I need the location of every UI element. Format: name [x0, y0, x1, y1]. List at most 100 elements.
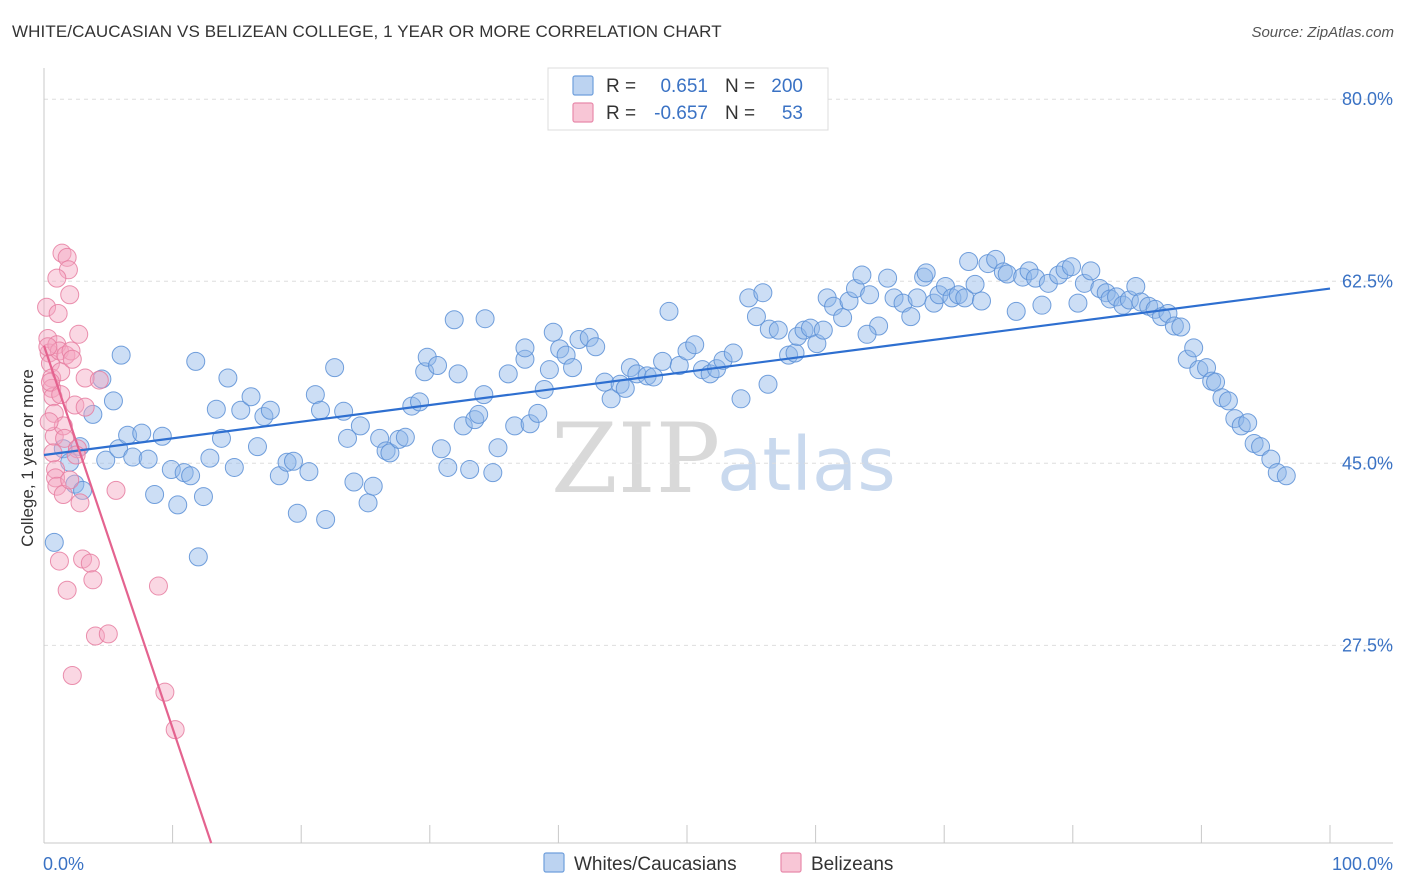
watermark-zip: ZIP	[551, 403, 720, 515]
series-legend: Whites/Caucasians Belizeans	[543, 852, 893, 875]
point-whites	[515, 349, 535, 369]
point-belizeans	[70, 493, 90, 513]
point-whites	[1218, 391, 1238, 411]
point-whites	[453, 416, 473, 436]
point-whites	[839, 291, 859, 311]
y-tick-label: 80.0%	[1342, 89, 1393, 109]
point-whites	[206, 399, 226, 419]
bottom-legend-label-belizeans: Belizeans	[811, 854, 893, 875]
point-whites	[188, 547, 208, 567]
point-belizeans	[46, 460, 66, 480]
point-whites	[813, 320, 833, 340]
watermark: ZIP atlas	[551, 403, 896, 515]
point-whites	[1019, 261, 1039, 281]
point-whites	[860, 285, 880, 305]
point-whites	[1006, 301, 1026, 321]
legend-swatch-whites	[572, 75, 594, 96]
point-belizeans	[47, 268, 67, 288]
point-whites	[520, 414, 540, 434]
point-whites	[515, 338, 535, 358]
source-credit: Source: ZipAtlas.com	[1251, 24, 1394, 41]
point-whites	[753, 283, 773, 303]
point-whites	[287, 503, 307, 523]
point-whites	[350, 416, 370, 436]
point-whites	[1062, 257, 1082, 277]
point-whites	[380, 443, 400, 463]
point-whites	[528, 403, 548, 423]
point-whites	[884, 288, 904, 308]
point-whites	[337, 428, 357, 448]
point-whites	[363, 476, 383, 496]
point-whites	[111, 345, 131, 365]
x-tick-label-min: 0.0%	[43, 854, 84, 874]
point-whites	[181, 466, 201, 486]
point-whites	[659, 301, 679, 321]
point-whites	[123, 447, 143, 467]
point-belizeans	[39, 412, 59, 432]
point-belizeans	[69, 324, 89, 344]
point-belizeans	[60, 470, 80, 490]
point-whites	[168, 495, 188, 515]
legend-r-label-whites: R =	[606, 76, 636, 97]
point-whites	[556, 345, 576, 365]
point-whites	[713, 350, 733, 370]
x-ticks	[172, 825, 1331, 843]
point-belizeans	[83, 570, 103, 590]
y-tick-label: 62.5%	[1342, 271, 1393, 291]
point-belizeans	[49, 551, 69, 571]
point-whites	[460, 460, 480, 480]
point-whites	[677, 341, 697, 361]
point-belizeans	[62, 349, 82, 369]
point-whites	[833, 308, 853, 328]
point-whites	[211, 428, 231, 448]
point-whites	[685, 335, 705, 355]
legend-swatch-belizeans	[572, 102, 594, 123]
y-tick-labels: 80.0% 62.5% 45.0% 27.5%	[1342, 89, 1393, 655]
point-whites	[1126, 276, 1146, 296]
point-whites	[428, 356, 448, 376]
point-whites	[310, 400, 330, 420]
point-whites	[563, 358, 583, 378]
point-whites	[1068, 293, 1088, 313]
point-belizeans	[106, 480, 126, 500]
point-belizeans	[148, 576, 168, 596]
point-whites	[465, 410, 485, 430]
bottom-legend-label-whites: Whites/Caucasians	[574, 854, 737, 875]
watermark-atlas: atlas	[717, 422, 896, 508]
point-whites	[586, 337, 606, 357]
point-whites	[498, 364, 518, 384]
point-whites	[316, 509, 336, 529]
point-belizeans	[89, 370, 109, 390]
point-whites	[231, 400, 251, 420]
point-whites	[746, 307, 766, 327]
point-belizeans	[37, 297, 57, 317]
point-whites	[1276, 466, 1296, 486]
legend-r-value-whites: 0.651	[660, 76, 708, 97]
point-whites	[965, 274, 985, 294]
point-whites	[1038, 273, 1058, 293]
point-whites	[601, 389, 621, 409]
point-whites	[615, 378, 635, 398]
point-whites	[103, 391, 123, 411]
point-belizeans	[98, 624, 118, 644]
point-belizeans	[55, 428, 75, 448]
point-belizeans	[38, 337, 58, 357]
point-whites	[959, 251, 979, 271]
point-whites	[1251, 437, 1271, 457]
point-belizeans	[62, 666, 82, 686]
point-whites	[417, 347, 437, 367]
point-whites	[852, 265, 872, 285]
point-whites	[325, 358, 345, 378]
point-whites	[955, 288, 975, 308]
correlation-legend: R = 0.651 N = 200 R = -0.657 N = 53	[547, 67, 829, 131]
point-whites	[431, 439, 451, 459]
point-whites	[505, 416, 525, 436]
point-whites	[277, 452, 297, 472]
point-whites	[653, 351, 673, 371]
chart-title: WHITE/CAUCASIAN VS BELIZEAN COLLEGE, 1 Y…	[12, 22, 722, 41]
point-whites	[247, 437, 267, 457]
point-whites	[152, 426, 172, 446]
point-belizeans	[57, 580, 77, 600]
point-belizeans	[80, 553, 100, 573]
